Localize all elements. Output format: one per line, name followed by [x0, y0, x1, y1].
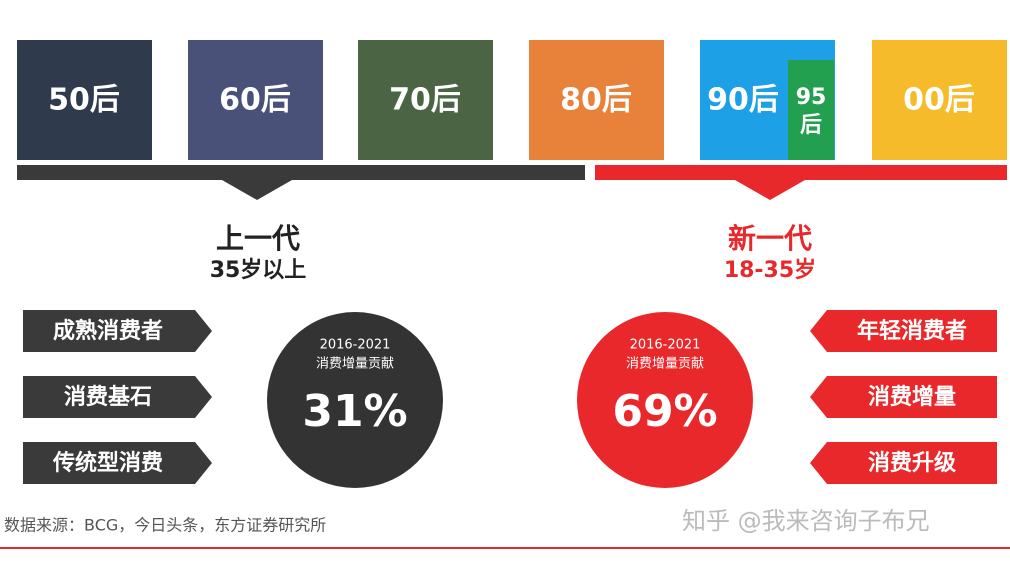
tag-label: 年轻消费者: [857, 318, 967, 344]
circle-period: 2016-2021: [630, 338, 701, 353]
tag-shape: [810, 310, 997, 352]
group-bar: [17, 165, 585, 180]
generation-box: [188, 40, 323, 160]
generation-label: 00后: [903, 83, 975, 118]
generation-box: [872, 40, 1007, 160]
group-age: 35岁以上: [210, 257, 307, 283]
tag-label: 传统型消费: [52, 450, 163, 476]
generation-label: 80后: [560, 83, 632, 118]
generation-label: 70后: [389, 83, 461, 118]
circle-share: 69%: [612, 386, 717, 437]
sub-generation-box: [788, 60, 834, 160]
bottom-rule: [0, 547, 1010, 549]
tag-shape: [810, 442, 997, 484]
tag-label: 成熟消费者: [53, 318, 163, 344]
generation-box: [17, 40, 152, 160]
sub-generation-label: 95 后: [796, 85, 827, 138]
tag-label: 消费升级: [868, 450, 956, 476]
pointer: [222, 180, 292, 200]
pointer: [735, 180, 805, 200]
circle-caption: 消费增量贡献: [626, 357, 704, 372]
tag-label: 消费基石: [64, 385, 152, 410]
tag-shape: [23, 376, 212, 418]
circle-caption: 消费增量贡献: [316, 357, 394, 372]
tag-shape: [23, 310, 212, 352]
group-title: 新一代: [728, 222, 812, 255]
generation-label: 60后: [219, 83, 291, 118]
circle-period: 2016-2021: [320, 338, 391, 353]
group-bar: [595, 165, 1007, 180]
circle-share: 31%: [302, 386, 407, 437]
tag-shape: [23, 442, 212, 484]
generation-box: [529, 40, 664, 160]
tag-shape: [810, 376, 997, 418]
group-title: 上一代: [216, 222, 300, 255]
share-circle: [267, 312, 443, 488]
group-age: 18-35岁: [724, 257, 816, 283]
tag-label: 消费增量: [868, 384, 956, 410]
source-note: 数据来源：BCG，今日头条，东方证券研究所: [4, 516, 326, 535]
watermark: 知乎 @我来咨询子布兄: [682, 507, 930, 535]
generation-box: [358, 40, 493, 160]
generation-label: 50后: [48, 83, 120, 118]
share-circle: [577, 312, 753, 488]
generation-label: 90后: [707, 83, 779, 118]
